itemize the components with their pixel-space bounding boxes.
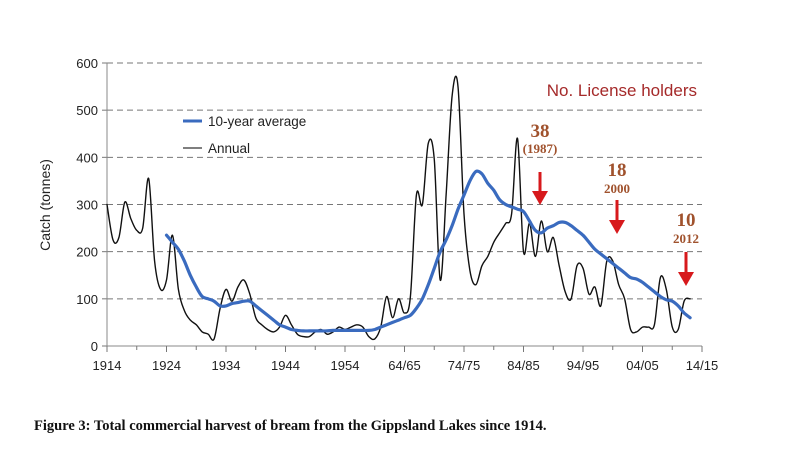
x-tick-label: 14/15	[686, 358, 719, 373]
license-year-1987: (1987)	[523, 141, 558, 156]
y-tick-label: 500	[76, 103, 98, 118]
x-tick-label: 1944	[271, 358, 300, 373]
series-line-annual	[106, 75, 691, 341]
x-tick-label: 1954	[331, 358, 360, 373]
series-line-10-year-average	[164, 169, 692, 333]
x-tick-label: 04/05	[626, 358, 659, 373]
x-tick-label: 1924	[152, 358, 181, 373]
x-tick-label: 74/75	[448, 358, 481, 373]
x-tick-label: 84/85	[507, 358, 540, 373]
y-tick-label: 200	[76, 245, 98, 260]
license-count-1987: 38	[531, 121, 550, 142]
figure-caption: Figure 3: Total commercial harvest of br…	[34, 418, 547, 434]
arrow-head-icon-1987	[532, 191, 548, 205]
x-tick-label: 94/95	[567, 358, 600, 373]
y-tick-label: 300	[76, 198, 98, 213]
y-axis-title: Catch (tonnes)	[37, 159, 53, 251]
y-tick-label: 600	[76, 56, 98, 71]
arrow-head-icon-2012	[678, 272, 694, 286]
license-count-2012: 10	[677, 210, 696, 231]
x-tick-label: 1934	[212, 358, 241, 373]
axes	[102, 62, 703, 352]
license-year-2000: 2000	[604, 181, 630, 196]
legend-label-annual: Annual	[208, 141, 250, 156]
legend-label-average: 10-year average	[208, 114, 306, 129]
y-tick-label: 0	[91, 339, 98, 354]
license-year-2012: 2012	[673, 231, 699, 246]
x-tick-label: 64/65	[388, 358, 421, 373]
y-tick-labels: 0 100 200 300 400 500 600	[76, 56, 98, 354]
license-holders-title: No. License holders	[547, 81, 697, 100]
y-tick-label: 100	[76, 292, 98, 307]
x-tick-label: 1914	[93, 358, 122, 373]
arrow-head-icon-2000	[609, 220, 625, 234]
y-tick-label: 400	[76, 150, 98, 165]
license-count-2000: 18	[608, 160, 627, 181]
series-group	[106, 75, 692, 341]
x-tick-labels: 1914 1924 1934 1944 1954 64/65 74/75 84/85 94/95…	[93, 358, 719, 373]
legend: 10-year average Annual	[183, 114, 306, 156]
